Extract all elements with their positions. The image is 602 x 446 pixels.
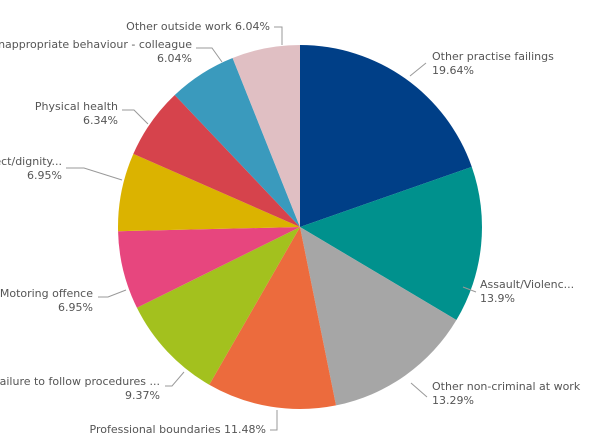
slice-label: Other practise failings xyxy=(432,50,554,63)
label-leader-line xyxy=(66,167,123,181)
label-leader-line xyxy=(462,286,477,293)
label-leader-line xyxy=(98,289,127,298)
pie-slice[interactable] xyxy=(118,227,300,308)
label-leader-line xyxy=(165,371,185,387)
slice-value-label: 13.29% xyxy=(432,394,474,407)
slice-label: Inappropriate behaviour - colleague xyxy=(0,38,192,51)
slice-label: Physical health xyxy=(35,100,118,113)
pie-slice[interactable] xyxy=(300,227,457,406)
label-leader-line xyxy=(270,410,278,431)
slice-value-label: 6.95% xyxy=(27,169,62,182)
slice-label: Professional boundaries 11.48% xyxy=(90,423,267,436)
slice-value-label: 6.95% xyxy=(58,301,93,314)
slice-label: Assault/Violenc... xyxy=(480,278,574,291)
label-leader-line xyxy=(122,109,149,125)
label-leader-line xyxy=(410,382,428,398)
label-leader-line xyxy=(409,62,427,77)
pie-slice[interactable] xyxy=(136,227,300,385)
slice-value-label: 13.9% xyxy=(480,292,515,305)
slice-label: Other non-criminal at work xyxy=(432,380,581,393)
slice-label: Respect/dignity... xyxy=(0,155,62,168)
label-leader-line xyxy=(274,26,283,45)
slice-value-label: 6.34% xyxy=(83,114,118,127)
slice-value-label: 6.04% xyxy=(157,52,192,65)
pie-slice[interactable] xyxy=(133,94,300,227)
pie-slice[interactable] xyxy=(118,153,300,232)
pie-slice[interactable] xyxy=(300,166,482,321)
slice-label: Failure to follow procedures ... xyxy=(0,375,160,388)
pie-slice[interactable] xyxy=(174,57,300,227)
slice-label: Other outside work 6.04% xyxy=(126,20,270,33)
pie-slice[interactable] xyxy=(209,227,337,409)
slice-value-label: 9.37% xyxy=(125,389,160,402)
slice-value-label: 19.64% xyxy=(432,64,474,77)
label-leader-line xyxy=(196,47,223,63)
pie-slice[interactable] xyxy=(300,45,472,227)
slice-label: Motoring offence xyxy=(0,287,93,300)
pie-slice[interactable] xyxy=(232,45,300,227)
